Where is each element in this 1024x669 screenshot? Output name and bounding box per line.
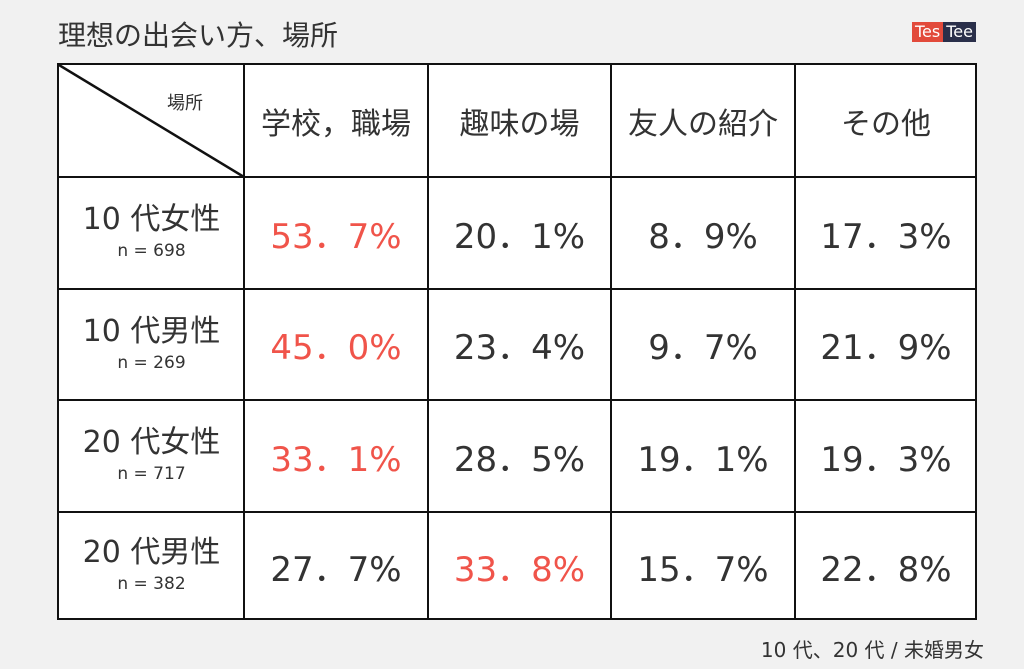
value-cell: 20．1% <box>453 216 586 257</box>
sample-size: n = 269 <box>117 352 186 373</box>
value-cell: 45．0% <box>270 328 402 368</box>
row-border <box>59 288 975 290</box>
column-border <box>427 65 429 618</box>
logo-part: Tee <box>943 22 976 42</box>
sample-size: n = 717 <box>117 464 186 484</box>
row-border <box>59 511 975 513</box>
row-header: 20 代女性 n = 717 <box>59 400 244 512</box>
corner-diagonal <box>59 65 244 177</box>
row-border <box>59 399 975 401</box>
value-cell: 9．7% <box>648 328 758 368</box>
sample-size: n = 698 <box>117 241 186 261</box>
row-label: 20 代女性 <box>82 425 221 460</box>
value-cell: 15．7% <box>637 549 769 590</box>
value-cell: 21．9% <box>820 328 952 368</box>
row-border <box>59 176 975 178</box>
value-cell: 33．8% <box>453 549 586 590</box>
table: 場所 学校，職場 趣味の場 友人の紹介 その他 10 代女性 n = 698 53．7% 20… <box>57 63 977 620</box>
logo-part: Tes <box>912 22 944 42</box>
value-cell: 53．7% <box>270 216 402 257</box>
column-border <box>243 65 245 618</box>
row-label: 10 代女性 <box>82 202 221 237</box>
value-cell: 19．3% <box>820 439 952 480</box>
title: 理想の出会い方、場所 <box>58 19 339 52</box>
value-cell: 22．8% <box>820 549 952 590</box>
value-cell: 27．7% <box>270 549 402 590</box>
column-border <box>610 65 612 618</box>
row-label: 20 代男性 <box>82 535 221 570</box>
value-cell: 19．1% <box>637 439 769 480</box>
sample-size: n = 382 <box>117 574 186 594</box>
row-header: 10 代男性 n = 269 <box>59 289 244 400</box>
column-header: 趣味の場 <box>459 107 580 142</box>
footnote: 10 代、20 代 / 未婚男女 <box>760 638 984 662</box>
row-label: 10 代男性 <box>82 313 221 349</box>
logo: Tes Tee <box>912 22 976 42</box>
column-header: 学校，職場 <box>261 107 411 142</box>
row-header: 10 代女性 n = 698 <box>59 177 244 289</box>
value-cell: 17．3% <box>820 216 952 257</box>
value-cell: 23．4% <box>453 328 586 368</box>
corner-label: 場所 <box>167 93 203 114</box>
column-header: 友人の紹介 <box>628 107 778 142</box>
value-cell: 33．1% <box>270 439 402 480</box>
row-header: 20 代男性 n = 382 <box>59 512 244 620</box>
value-cell: 8．9% <box>648 216 758 257</box>
column-border <box>794 65 796 618</box>
column-header: その他 <box>841 107 931 142</box>
value-cell: 28．5% <box>453 439 586 480</box>
